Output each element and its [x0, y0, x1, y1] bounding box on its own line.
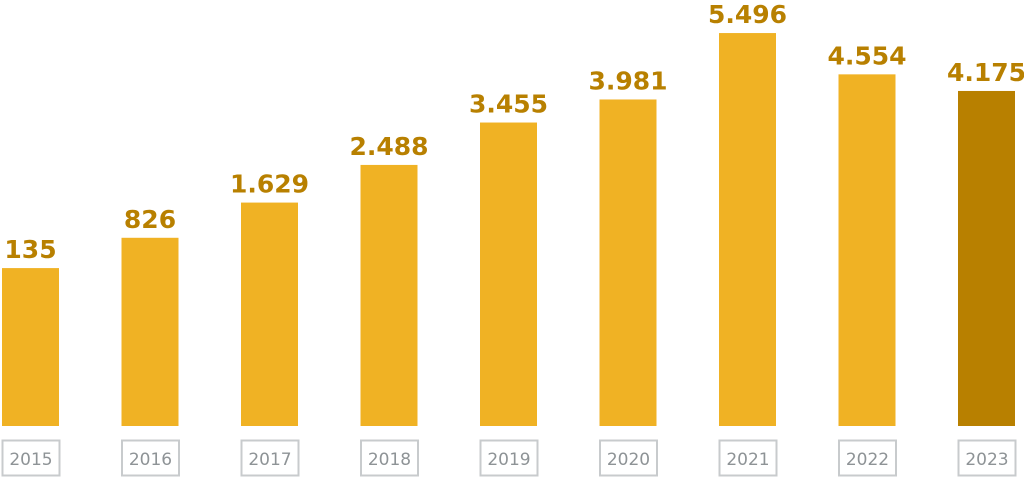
- bar-2021: [719, 33, 776, 426]
- bar-2019: [480, 122, 537, 426]
- tick-box-2020: [599, 439, 658, 477]
- bar-2016: [121, 237, 179, 426]
- data-label-2020: 3.981: [588, 66, 667, 95]
- tick-box-2023: [957, 439, 1017, 477]
- tick-label-2016: 2016: [129, 450, 172, 470]
- tick-label-2021: 2021: [726, 450, 769, 470]
- bar-2022: [838, 74, 896, 427]
- bar-2017: [241, 202, 298, 426]
- tick-box-2017: [240, 439, 300, 477]
- tick-label-2019: 2019: [487, 450, 530, 470]
- tick-box-2016: [121, 439, 180, 477]
- tick-box-2018: [360, 439, 419, 477]
- bar-2015: [2, 268, 59, 426]
- bar-2023: [958, 90, 1015, 426]
- tick-label-2023: 2023: [965, 450, 1008, 470]
- data-label-2023: 4.175: [947, 58, 1024, 87]
- data-label-2016: 826: [124, 205, 176, 234]
- data-label-2022: 4.554: [827, 41, 906, 70]
- bar-2018: [360, 164, 418, 426]
- data-label-2019: 3.455: [469, 90, 548, 119]
- tick-label-2022: 2022: [846, 450, 889, 470]
- data-label-2021: 5.496: [708, 0, 787, 29]
- tick-label-2017: 2017: [248, 450, 291, 470]
- tick-label-2015: 2015: [9, 450, 52, 470]
- tick-box-2022: [838, 439, 897, 477]
- data-label-2017: 1.629: [230, 170, 309, 199]
- tick-box-2015: [1, 439, 61, 477]
- tick-box-2021: [718, 439, 778, 477]
- tick-label-2018: 2018: [368, 450, 411, 470]
- data-label-2015: 135: [4, 235, 56, 264]
- data-label-2018: 2.488: [349, 132, 428, 161]
- tick-box-2019: [479, 439, 539, 477]
- tick-label-2020: 2020: [607, 450, 650, 470]
- bar-2020: [599, 99, 657, 426]
